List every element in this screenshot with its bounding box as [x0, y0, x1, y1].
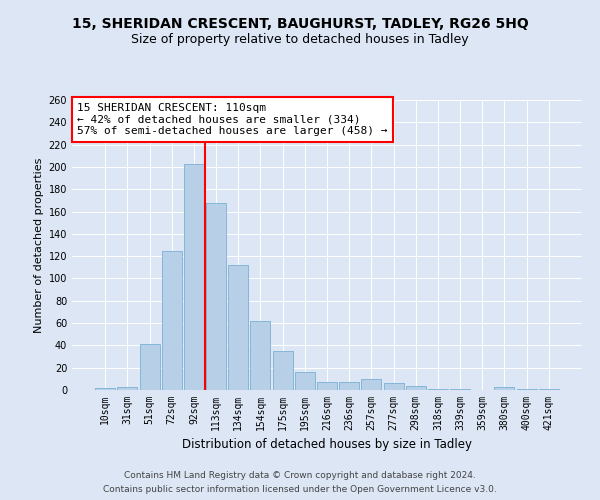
Bar: [295, 372, 315, 390]
Text: Size of property relative to detached houses in Tadley: Size of property relative to detached ho…: [131, 34, 469, 46]
X-axis label: Distribution of detached houses by size in Tadley: Distribution of detached houses by size …: [182, 438, 472, 452]
Bar: [494, 386, 514, 390]
Bar: [539, 389, 559, 390]
Bar: [184, 164, 204, 390]
Bar: [140, 344, 160, 390]
Bar: [428, 389, 448, 390]
Bar: [162, 250, 182, 390]
Bar: [250, 321, 271, 390]
Text: Contains public sector information licensed under the Open Government Licence v3: Contains public sector information licen…: [103, 484, 497, 494]
Text: 15, SHERIDAN CRESCENT, BAUGHURST, TADLEY, RG26 5HQ: 15, SHERIDAN CRESCENT, BAUGHURST, TADLEY…: [71, 18, 529, 32]
Bar: [383, 384, 404, 390]
Text: 15 SHERIDAN CRESCENT: 110sqm
← 42% of detached houses are smaller (334)
57% of s: 15 SHERIDAN CRESCENT: 110sqm ← 42% of de…: [77, 103, 388, 136]
Bar: [450, 389, 470, 390]
Bar: [206, 202, 226, 390]
Bar: [406, 386, 426, 390]
Bar: [118, 386, 137, 390]
Bar: [95, 388, 115, 390]
Bar: [272, 351, 293, 390]
Text: Contains HM Land Registry data © Crown copyright and database right 2024.: Contains HM Land Registry data © Crown c…: [124, 472, 476, 480]
Bar: [317, 382, 337, 390]
Bar: [361, 379, 382, 390]
Bar: [339, 382, 359, 390]
Bar: [228, 265, 248, 390]
Y-axis label: Number of detached properties: Number of detached properties: [34, 158, 44, 332]
Bar: [517, 389, 536, 390]
